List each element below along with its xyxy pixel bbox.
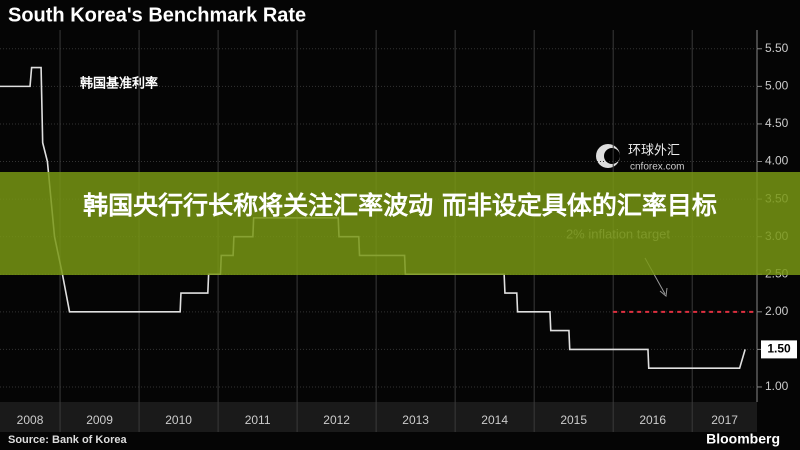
headline-banner: 韩国央行行长称将关注汇率波动 而非设定具体的汇率目标 xyxy=(0,172,800,275)
x-tick-label: 2014 xyxy=(481,413,508,427)
x-axis-band xyxy=(0,402,757,432)
source: Source: Bank of Korea xyxy=(8,434,127,446)
x-tick-label: 2010 xyxy=(165,413,192,427)
x-tick-label: 2008 xyxy=(17,413,44,427)
y-tick-label: 1.00 xyxy=(765,379,789,393)
series-label: 韩国基准利率 xyxy=(80,75,158,90)
chart-title: South Korea's Benchmark Rate xyxy=(8,4,306,26)
y-tick-label: 5.50 xyxy=(765,41,789,55)
last-value-label: 1.50 xyxy=(767,342,791,356)
x-tick-label: 2009 xyxy=(86,413,113,427)
target-arrowhead xyxy=(659,287,668,297)
x-tick-label: 2017 xyxy=(711,413,738,427)
y-tick-label: 4.00 xyxy=(765,154,789,168)
watermark-site: cnforex.com xyxy=(630,162,684,173)
y-tick-label: 5.00 xyxy=(765,79,789,93)
x-tick-label: 2015 xyxy=(560,413,587,427)
last-value-box xyxy=(761,340,797,359)
x-tick-label: 2011 xyxy=(245,413,271,427)
y-tick-label: 2.00 xyxy=(765,304,789,318)
brand: Bloomberg xyxy=(706,431,780,447)
watermark-name: 环球外汇 xyxy=(628,142,680,157)
x-tick-label: 2016 xyxy=(639,413,666,427)
watermark-logo xyxy=(604,148,620,164)
y-tick-label: 4.50 xyxy=(765,116,789,130)
x-tick-label: 2013 xyxy=(402,413,429,427)
x-tick-label: 2012 xyxy=(323,413,350,427)
